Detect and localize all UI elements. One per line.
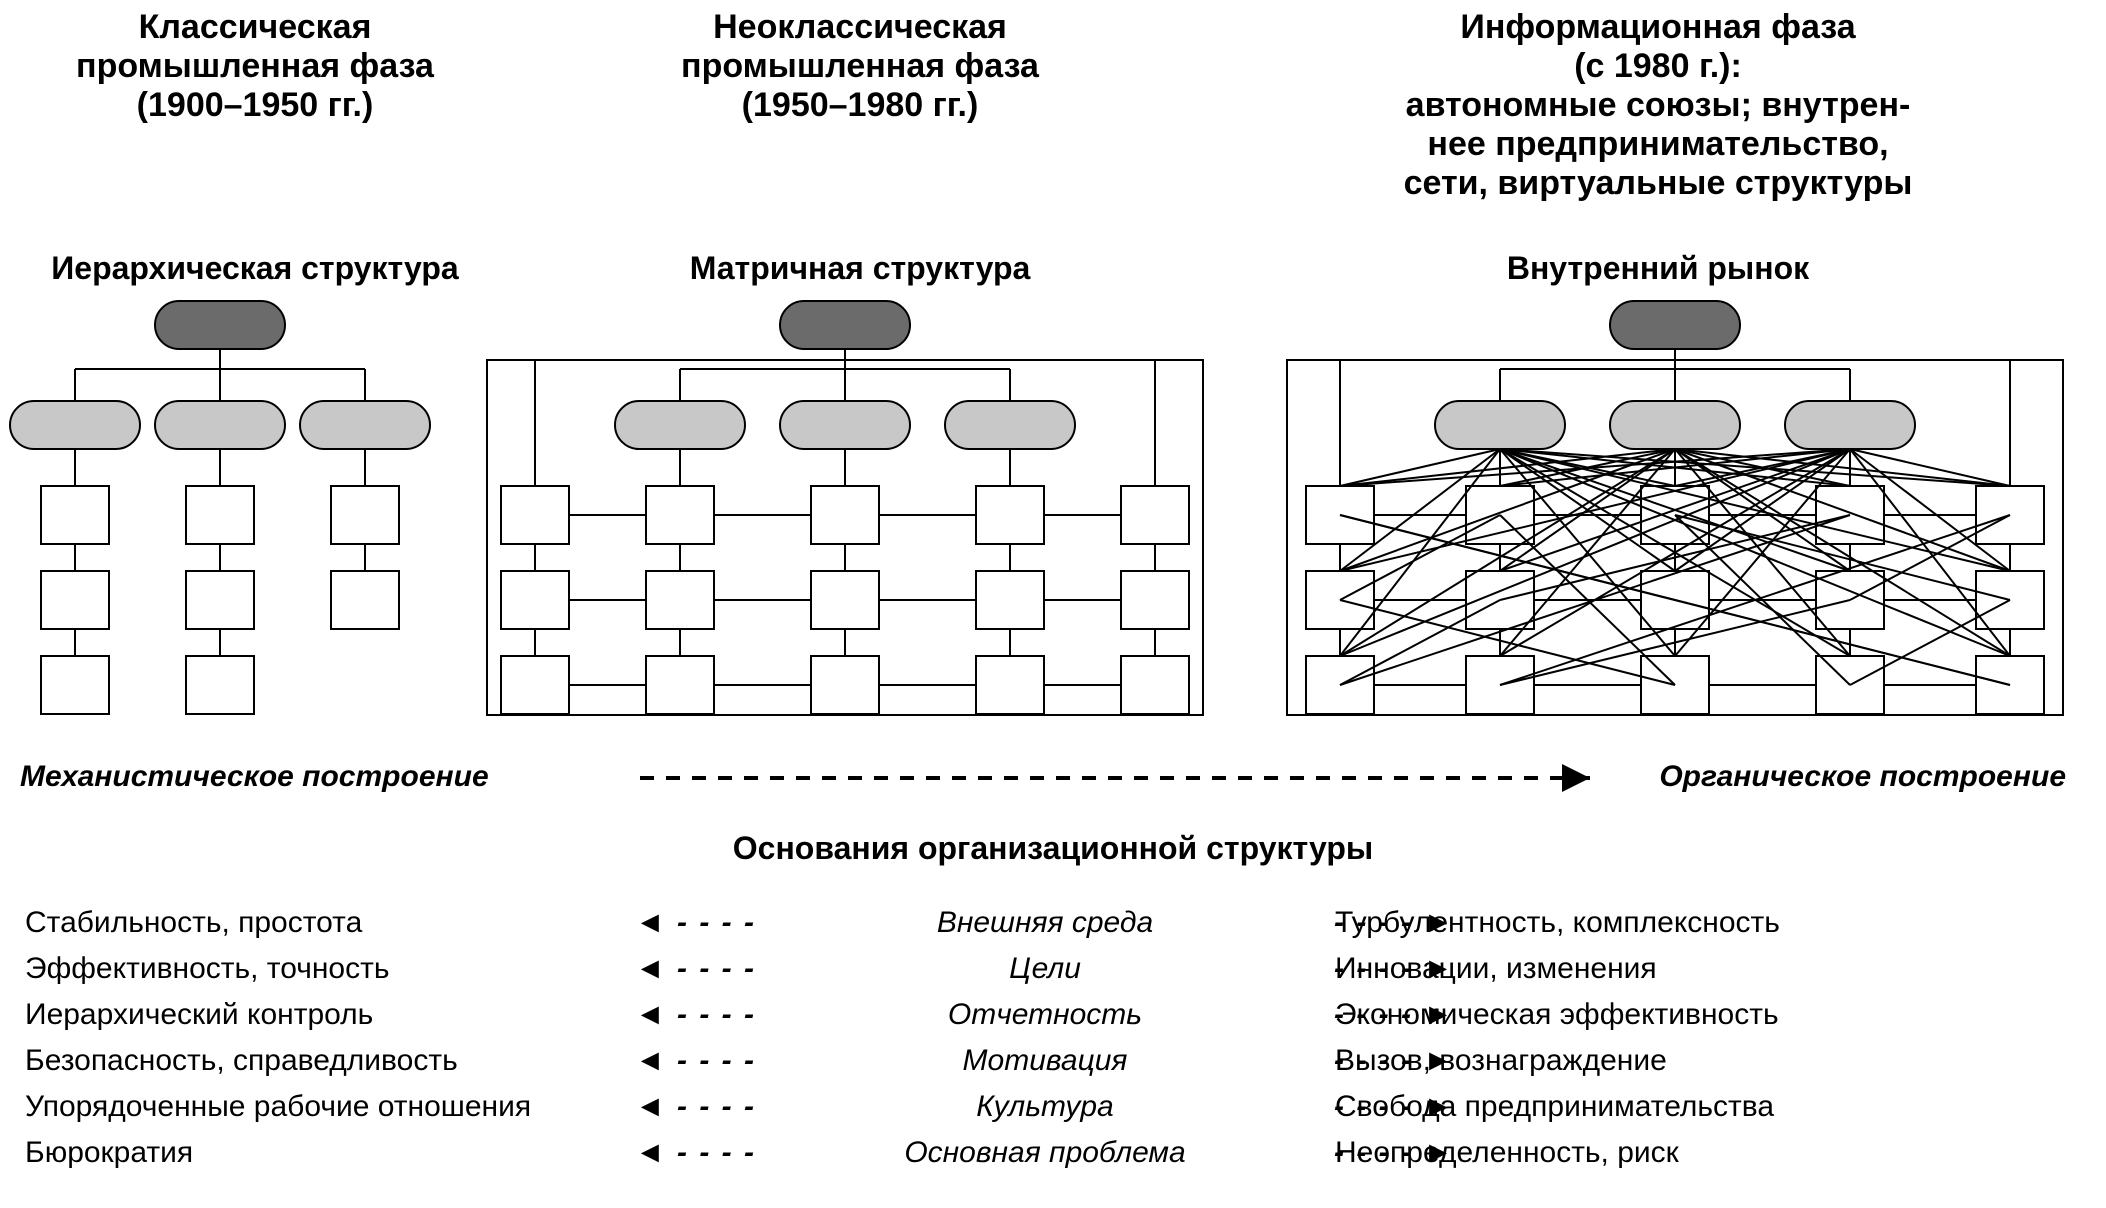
spectrum-arrow [0,758,2106,798]
basis-mid: ◄ - - - -Основная проблема- - - - ► [785,1136,1305,1170]
basis-mid: ◄ - - - -Культура- - - - ► [785,1090,1305,1124]
basis-mid-label: Цели [1009,952,1081,985]
structure-title-2: Внутренний рынок [1210,250,2106,287]
phase-title-2: Информационная фаза(с 1980 г.):автономны… [1210,8,2106,203]
basis-mid: ◄ - - - -Мотивация- - - - ► [785,1044,1305,1078]
arrow-right-icon: - - - - ► [1334,906,1455,940]
basis-row: Безопасность, справедливость◄ - - - -Мот… [0,1038,2106,1084]
arrow-right-icon: - - - - ► [1334,998,1455,1032]
basis-row: Бюрократия◄ - - - -Основная проблема- - … [0,1130,2106,1176]
basis-mid-label: Культура [976,1090,1113,1123]
basis-mid: ◄ - - - -Внешняя среда- - - - ► [785,906,1305,940]
basis-table: Стабильность, простота◄ - - - -Внешняя с… [0,900,2106,1176]
phase-title-0: Классическаяпромышленная фаза(1900–1950 … [0,8,510,125]
arrow-right-icon: - - - - ► [1334,1136,1455,1170]
basis-mid: ◄ - - - -Отчетность- - - - ► [785,998,1305,1032]
basis-mid-label: Отчетность [948,998,1142,1031]
diagram-network [1275,295,2075,725]
diagram-matrix [475,295,1215,725]
structure-title-1: Матричная структура [510,250,1210,287]
arrow-left-icon: ◄ - - - - [635,1090,756,1124]
arrow-left-icon: ◄ - - - - [635,998,756,1032]
arrow-right-icon: - - - - ► [1334,1044,1455,1078]
arrow-left-icon: ◄ - - - - [635,1044,756,1078]
basis-mid-label: Основная проблема [904,1136,1185,1169]
arrow-right-icon: - - - - ► [1334,1090,1455,1124]
phase-title-1: Неоклассическаяпромышленная фаза(1950–19… [510,8,1210,125]
arrow-left-icon: ◄ - - - - [635,906,756,940]
basis-row: Иерархический контроль◄ - - - -Отчетност… [0,992,2106,1038]
basis-mid-label: Мотивация [963,1044,1128,1077]
arrow-left-icon: ◄ - - - - [635,1136,756,1170]
basis-row: Стабильность, простота◄ - - - -Внешняя с… [0,900,2106,946]
basis-section-title: Основания организационной структуры [0,830,2106,867]
basis-row: Эффективность, точность◄ - - - -Цели- - … [0,946,2106,992]
arrow-right-icon: - - - - ► [1334,952,1455,986]
structure-title-0: Иерархическая структура [0,250,510,287]
basis-mid: ◄ - - - -Цели- - - - ► [785,952,1305,986]
arrow-left-icon: ◄ - - - - [635,952,756,986]
diagram-hierarchy [0,295,440,725]
basis-mid-label: Внешняя среда [937,906,1153,939]
basis-row: Упорядоченные рабочие отношения◄ - - - -… [0,1084,2106,1130]
